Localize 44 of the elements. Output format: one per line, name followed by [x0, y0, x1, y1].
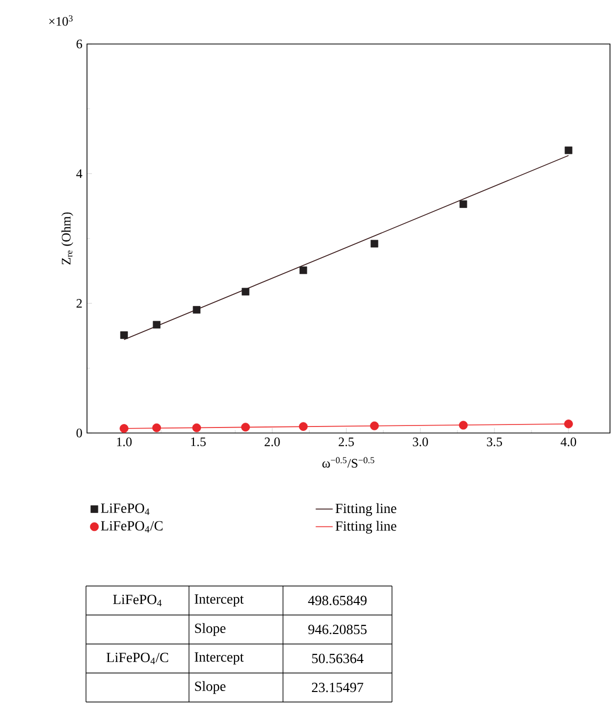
point — [120, 331, 128, 339]
x-axis-title: ω$^{−0.5}$/S$^{−0.5}$ — [322, 457, 374, 468]
x-tick-label: 4.0 — [560, 438, 576, 446]
legend-label: Fitting line — [336, 520, 396, 534]
point — [300, 266, 308, 274]
text: Intercept — [194, 594, 244, 607]
text: Slope — [195, 681, 226, 694]
point — [564, 146, 572, 154]
text: 498.65849 — [308, 596, 367, 606]
text: ×10$^{3}$ — [49, 15, 73, 26]
text: Slope — [195, 623, 226, 636]
text: LiFePO$_{4}$ — [113, 594, 162, 606]
y-tick-label: 0 — [76, 428, 82, 438]
x-tick-label: 1.5 — [191, 438, 206, 446]
y-tick-label: 6 — [76, 40, 82, 48]
x-tick-label: 1.0 — [117, 438, 132, 446]
point — [370, 240, 378, 248]
point — [192, 423, 202, 432]
point — [241, 422, 250, 432]
point — [298, 422, 308, 431]
text: 946.20855 — [308, 624, 367, 634]
x-tick-label: 3.0 — [412, 438, 428, 446]
legend-label: LiFePO$_{4}$ — [100, 504, 150, 515]
x-tick-label: 2.0 — [264, 438, 280, 446]
text: 50.56364 — [312, 654, 364, 664]
text: LiFePO$_{4}$/C — [106, 652, 168, 664]
point — [152, 320, 160, 329]
y-tick-label: 4 — [76, 169, 82, 178]
x-tick-label: 3.5 — [486, 438, 502, 446]
point — [120, 424, 128, 433]
legend-label: Fitting line — [336, 503, 396, 516]
y-axis-title: Z$_{re}$ (Ohm) — [61, 212, 74, 264]
legend-label: LiFePO$_{4}$/C — [100, 521, 163, 533]
text: 23.15497 — [312, 682, 364, 692]
point — [458, 420, 468, 430]
point — [460, 200, 468, 208]
point — [192, 306, 200, 314]
point — [242, 288, 250, 296]
text: Intercept — [194, 652, 244, 665]
x-tick-label: 2.5 — [338, 438, 354, 446]
y-tick-label: 2 — [76, 299, 82, 308]
point — [370, 421, 379, 430]
point — [152, 423, 162, 432]
point — [564, 420, 573, 428]
